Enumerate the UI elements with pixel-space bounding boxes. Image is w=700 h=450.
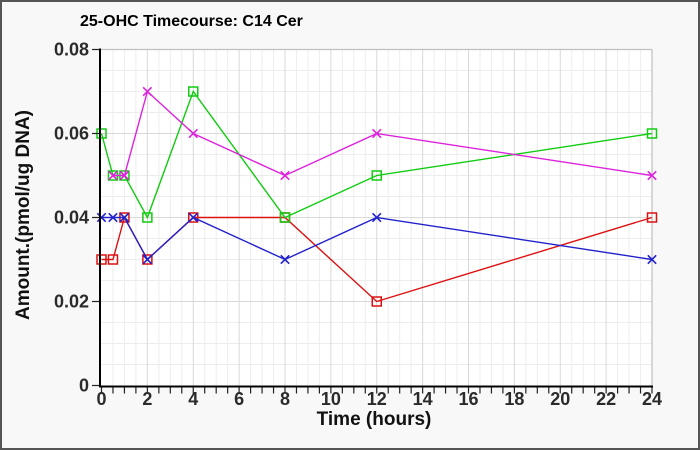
x-tick-label: 22: [596, 389, 616, 409]
square-marker: [371, 170, 382, 181]
x-marker: [280, 170, 290, 181]
x-marker: [142, 86, 153, 97]
x-tick-label: 14: [413, 389, 433, 409]
square-marker: [188, 212, 199, 223]
x-marker: [108, 170, 118, 181]
x-tick-label: 24: [642, 389, 662, 409]
x-marker: [647, 254, 657, 265]
square-marker: [371, 296, 382, 307]
x-tick-label: 10: [321, 389, 341, 409]
x-tick-label: 20: [550, 389, 570, 409]
square-marker: [107, 254, 119, 265]
x-marker: [108, 212, 118, 223]
y-tick-label: 0.04: [54, 208, 89, 228]
square-marker: [188, 86, 199, 97]
x-marker: [96, 212, 107, 223]
square-marker: [142, 254, 153, 265]
x-tick-label: 16: [458, 389, 478, 409]
y-axis-title: Amount.(pmol/ug DNA): [13, 109, 34, 321]
y-tick-label: 0: [79, 376, 89, 396]
x-tick-label: 12: [367, 389, 387, 409]
x-marker: [142, 254, 153, 265]
x-marker: [371, 212, 382, 223]
x-marker: [280, 254, 290, 265]
x-tick-label: 4: [188, 389, 198, 409]
square-marker: [646, 212, 658, 223]
x-tick-label: 0: [96, 389, 106, 409]
square-marker: [96, 254, 107, 265]
grid-major: [100, 49, 652, 386]
series-markers-blue-x-marks: [96, 212, 657, 265]
y-tick-label: 0.06: [54, 124, 89, 144]
y-tick-labels: 0 0.02 0.04 0.06 0.08: [54, 40, 89, 396]
square-marker: [646, 128, 658, 139]
x-tick-label: 18: [504, 389, 524, 409]
chart-title: 25-OHC Timecourse: C14 Cer: [80, 13, 303, 30]
x-tick-labels: 0 2 4 6 8 10 12 14 16 18 20 22 24: [96, 389, 662, 409]
y-tick-label: 0.02: [54, 292, 89, 312]
x-marker: [371, 128, 382, 139]
series-markers-red-open-squares: [96, 212, 658, 307]
axes: [99, 48, 653, 388]
square-marker: [279, 212, 291, 223]
series-blue-x-marks: [96, 212, 657, 265]
x-tick-label: 8: [280, 389, 290, 409]
x-tick-label: 6: [234, 389, 244, 409]
square-marker: [142, 212, 153, 223]
x-marker: [119, 170, 130, 181]
x-marker: [188, 212, 199, 223]
series-magenta-x-marks: [108, 86, 657, 181]
tick-marks: [92, 48, 653, 394]
x-tick-label: 2: [142, 389, 152, 409]
series-line-blue-x-marks: [101, 216, 653, 261]
x-marker: [647, 170, 657, 181]
x-marker: [119, 212, 130, 223]
series-markers-green-open-squares: [96, 86, 658, 223]
y-tick-label: 0.08: [54, 40, 89, 60]
series-markers-magenta-x-marks: [108, 86, 657, 181]
x-axis-title: Time (hours): [316, 409, 432, 430]
x-marker: [188, 128, 199, 139]
